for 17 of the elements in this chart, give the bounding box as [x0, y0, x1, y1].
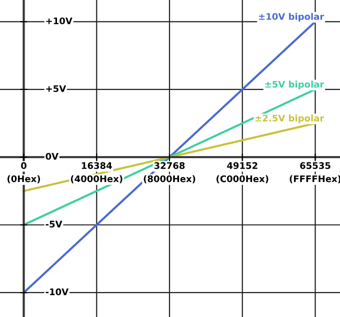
annotation: (C000Hex): [216, 175, 268, 184]
x-tick-label: 32768: [154, 162, 185, 169]
y-tick-label: +5V: [46, 85, 66, 92]
x-tick-label: 49152: [227, 162, 258, 169]
x-tick-label: 65535: [300, 162, 330, 169]
annotation: (8000Hex): [144, 175, 196, 184]
annotation: (4000Hex): [70, 175, 122, 184]
x-tick-label: 0: [21, 162, 26, 169]
y-tick-label: 0V: [46, 152, 59, 160]
y-tick-label: +10V: [46, 17, 72, 24]
series-label: ±10V bipolar: [258, 12, 324, 22]
series-label: ±2.5V bipolar: [256, 114, 324, 124]
y-tick-label: -10V: [46, 288, 69, 296]
x-tick-label: 16384: [82, 162, 112, 169]
y-tick-label: -5V: [46, 220, 62, 228]
series-label: ±5V bipolar: [265, 80, 324, 90]
annotation: (0Hex): [8, 175, 40, 184]
